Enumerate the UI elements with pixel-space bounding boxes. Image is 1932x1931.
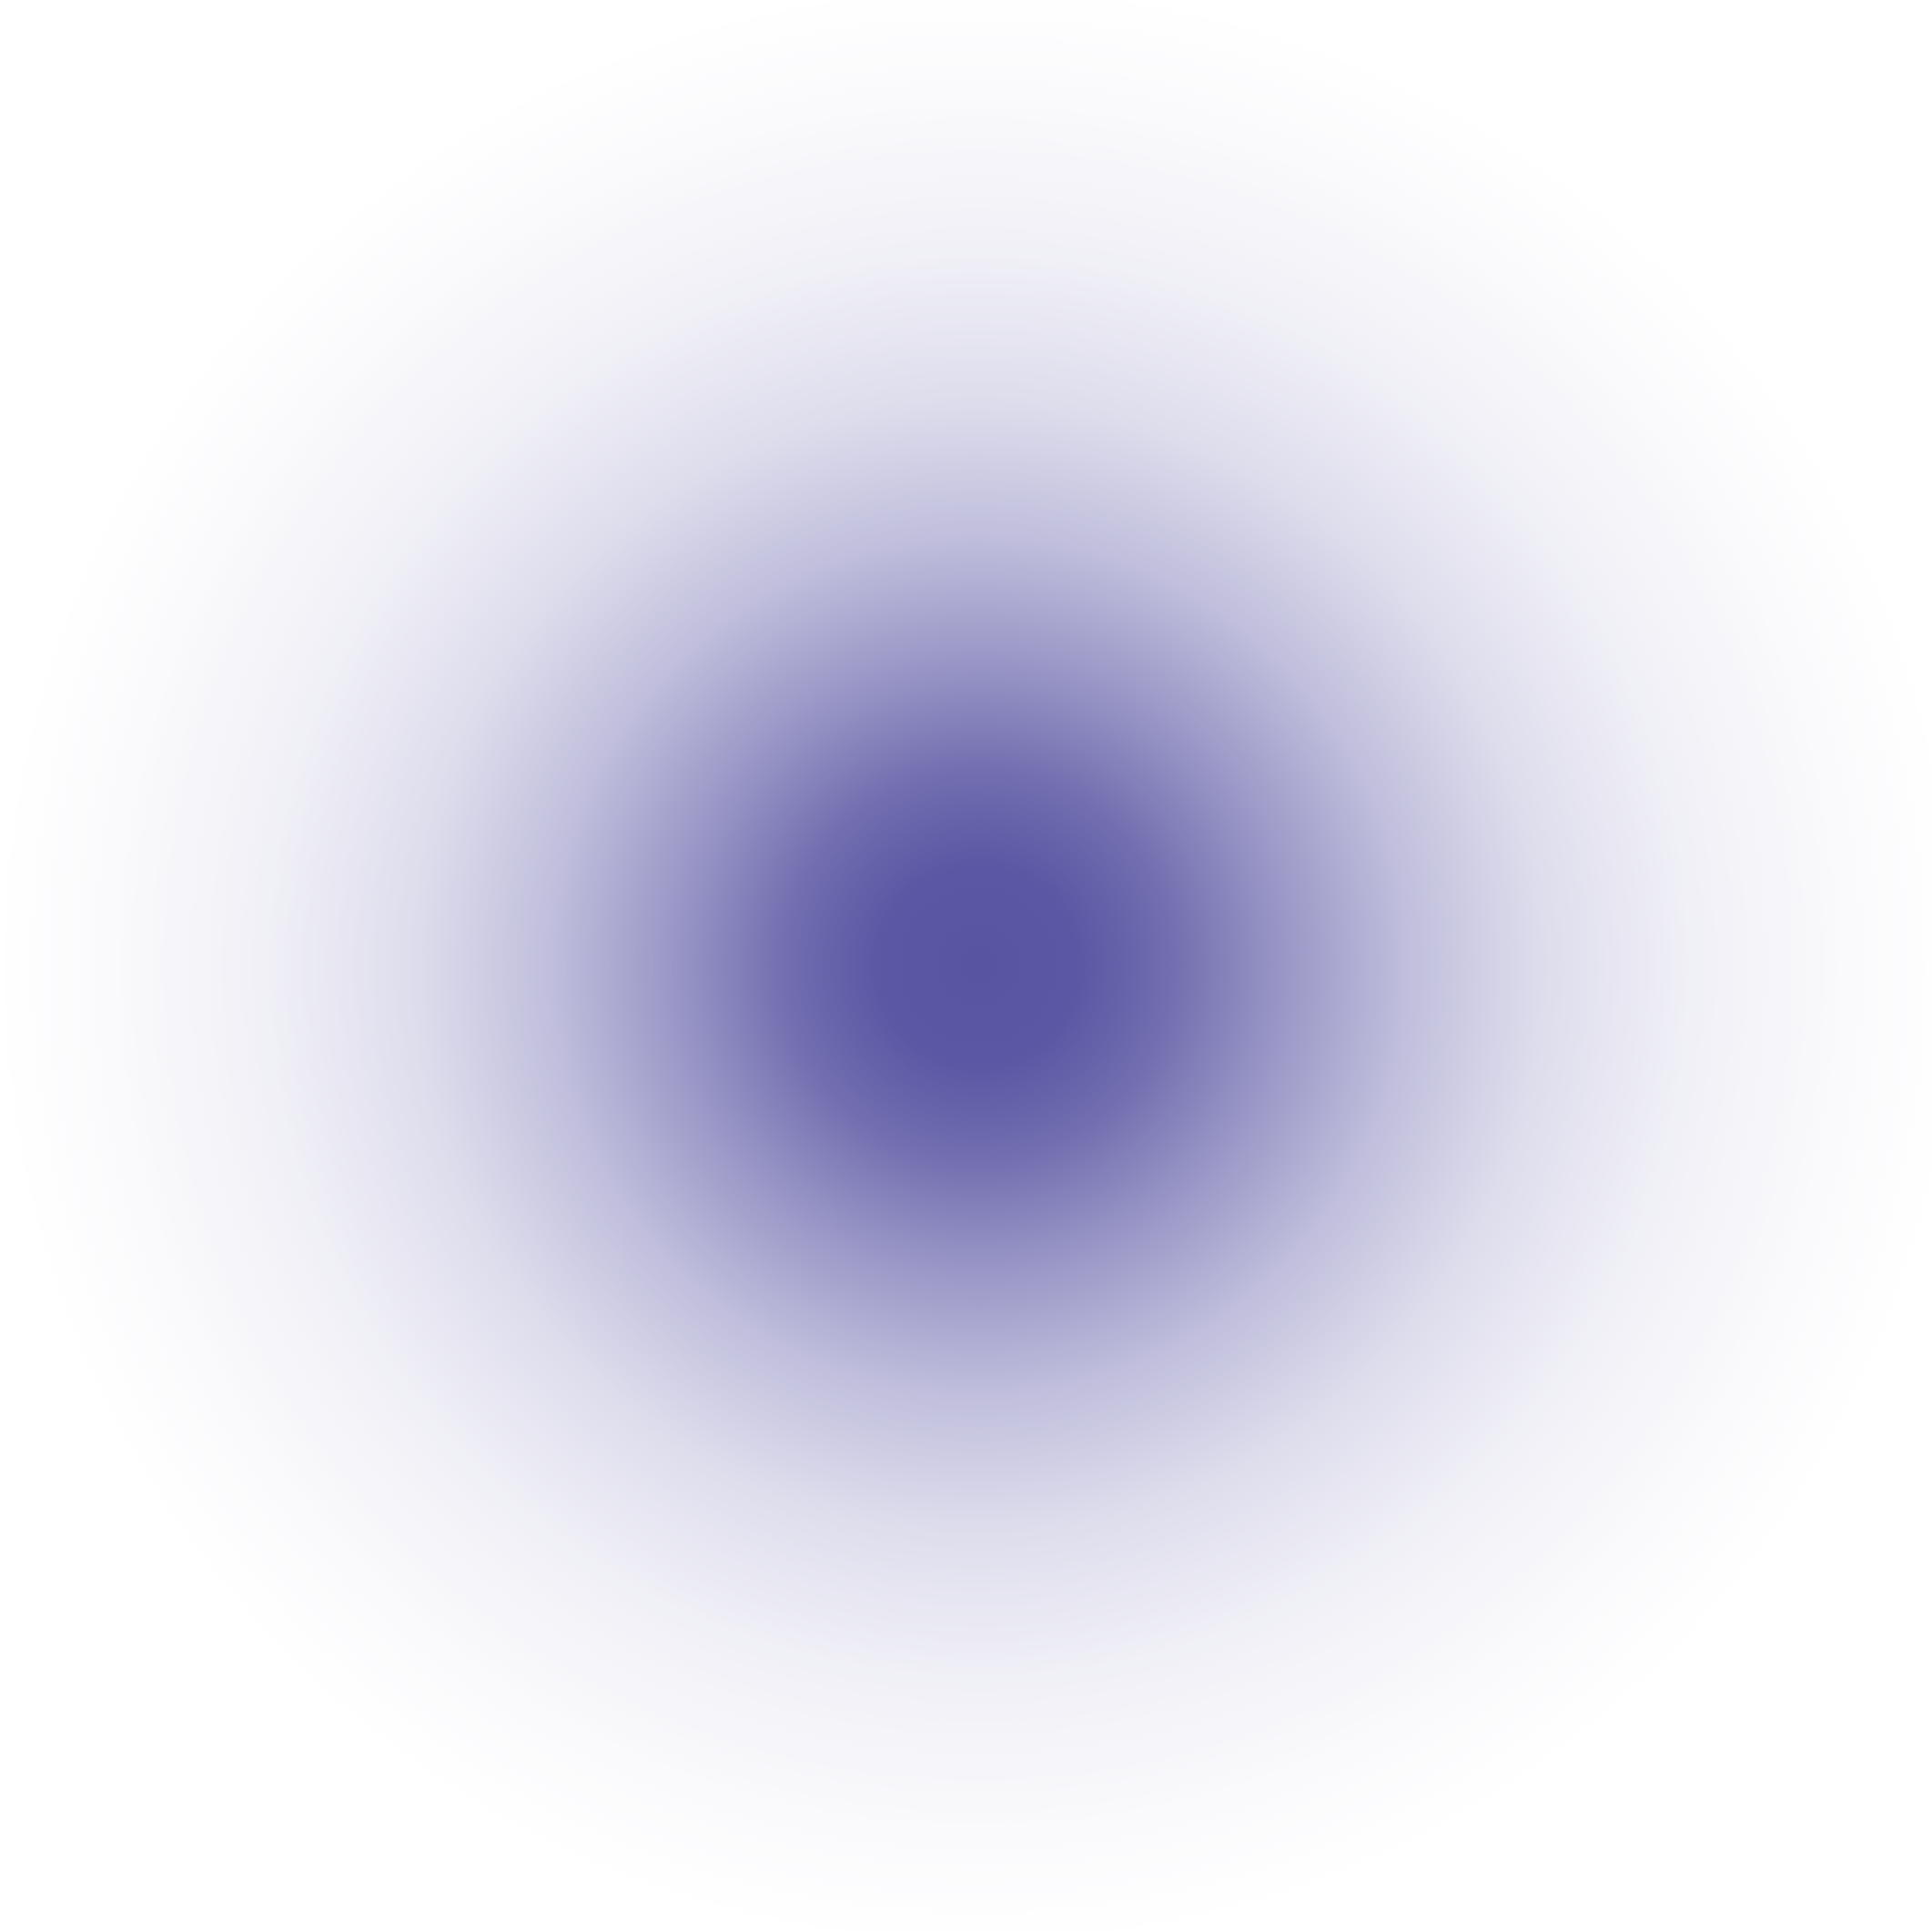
page — [0, 0, 1932, 1931]
radial-glow — [0, 0, 1932, 1931]
canvas — [0, 0, 1932, 1931]
